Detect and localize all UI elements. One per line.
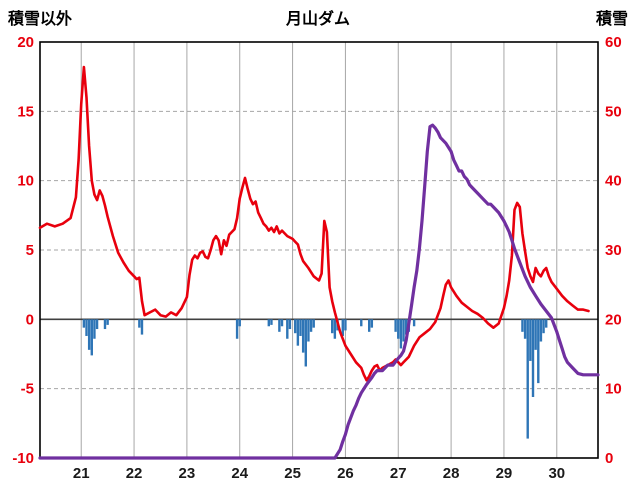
x-axis-tick-label: 23 [179, 465, 196, 482]
blue-bars-bar [93, 319, 96, 339]
blue-bars-bar [526, 319, 529, 439]
blue-bars-bar [399, 319, 403, 349]
blue-bars-bar [542, 319, 545, 334]
x-axis-tick-label: 30 [548, 465, 565, 482]
right-axis-tick-label: 50 [605, 103, 622, 120]
blue-bars-bar [539, 319, 543, 342]
x-axis-tick-label: 28 [443, 465, 460, 482]
blue-bars-bar [404, 319, 408, 335]
blue-bars-bar [307, 319, 310, 342]
x-axis-tick-label: 24 [231, 465, 248, 482]
blue-bars-bar [531, 319, 535, 397]
blue-bars-bar [294, 319, 297, 334]
blue-bars-bar [545, 319, 548, 328]
left-axis-tick-label: -10 [12, 450, 34, 467]
left-axis-tick-label: 0 [26, 311, 34, 328]
blue-bars-bar [138, 319, 141, 328]
blue-bars-bar [523, 319, 527, 339]
right-axis-tick-label: 20 [605, 311, 622, 328]
blue-bars-bar [333, 319, 337, 339]
blue-bars-bar [521, 319, 524, 332]
x-axis-tick-label: 29 [496, 465, 513, 482]
blue-bars-bar [360, 319, 363, 327]
blue-bars-bar [402, 319, 405, 342]
blue-bars-bar [235, 319, 239, 339]
blue-bars-bar [412, 319, 416, 327]
x-axis-tick-label: 22 [126, 465, 143, 482]
blue-bars-bar [341, 319, 344, 336]
right-axis-tick-label: 60 [605, 34, 622, 51]
blue-bars-bar [87, 319, 91, 350]
red-line [38, 65, 590, 382]
blue-bars-bar [344, 319, 347, 331]
blue-bars-bar [309, 319, 313, 332]
blue-bars-bar [286, 319, 289, 339]
right-axis-title: 積雪 [595, 11, 628, 28]
blue-bars-bar [537, 319, 540, 384]
blue-bars-bar [267, 319, 271, 327]
x-axis-tick-label: 27 [390, 465, 407, 482]
blue-bars-bar [288, 319, 292, 330]
left-axis-tick-label: 20 [17, 34, 34, 51]
blue-bars-bar [280, 319, 284, 327]
blue-bars-bar [278, 319, 281, 332]
blue-bars-bar [85, 319, 88, 336]
right-axis-tick-label: 40 [605, 173, 622, 190]
blue-bars-bar [140, 319, 144, 335]
blue-bars-bar [397, 319, 400, 339]
x-axis-tick-label: 26 [337, 465, 354, 482]
blue-bars-bar [529, 319, 532, 361]
x-axis-tick-label: 21 [73, 465, 90, 482]
left-axis-tick-label: -5 [21, 381, 34, 398]
blue-bars-bar [82, 319, 86, 328]
left-axis-tick-label: 10 [17, 173, 34, 190]
blue-bars-bar [370, 319, 374, 328]
blue-bars-bar [312, 319, 315, 328]
blue-bars-bar [95, 319, 99, 330]
blue-bars-bar [106, 319, 109, 325]
left-axis-tick-label: 15 [17, 103, 34, 120]
blue-bars-bar [367, 319, 371, 332]
blue-bars-bar [331, 319, 334, 334]
blue-bars-bar [299, 319, 302, 336]
blue-bars-bar [103, 319, 107, 330]
blue-bars-bar [90, 319, 93, 356]
right-axis-tick-label: 30 [605, 242, 622, 259]
blue-bars-bar [394, 319, 397, 332]
x-axis-tick-label: 25 [284, 465, 301, 482]
left-axis-title: 積雪以外 [8, 11, 73, 28]
blue-bars-bar [534, 319, 537, 350]
blue-bars-bar [301, 319, 305, 353]
blue-bars-bar [304, 319, 307, 367]
blue-bars-bar [270, 319, 273, 325]
blue-bars-bar [238, 319, 241, 327]
chart-title: 月山ダム [285, 11, 350, 28]
left-axis-tick-label: 5 [26, 242, 34, 259]
purple-line [38, 123, 600, 460]
blue-bars-bar [296, 319, 300, 346]
right-axis-tick-label: 10 [605, 381, 622, 398]
right-axis-tick-label: 0 [605, 450, 613, 467]
